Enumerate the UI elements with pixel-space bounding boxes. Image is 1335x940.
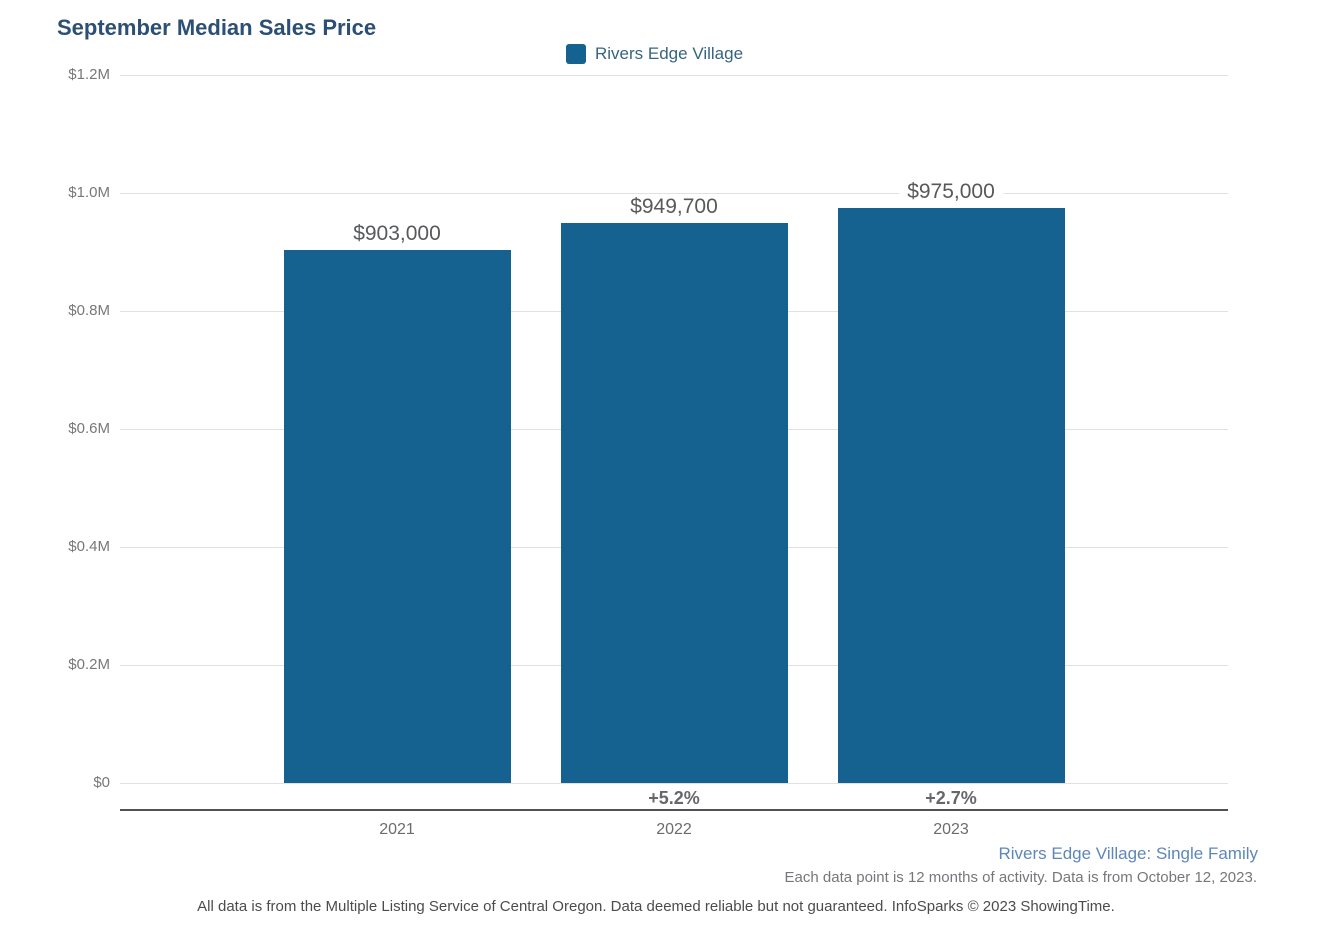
chart-title: September Median Sales Price — [57, 15, 377, 40]
legend-label: Rivers Edge Village — [595, 44, 744, 63]
pct-change-label: +2.7% — [925, 788, 977, 808]
pct-change-label: +5.2% — [648, 788, 700, 808]
bar-value-label: $949,700 — [622, 196, 726, 218]
x-axis-label: 2021 — [379, 821, 415, 838]
y-axis-label: $0.6M — [68, 420, 110, 437]
gridline — [120, 193, 1228, 194]
bar-2022[interactable] — [561, 223, 788, 783]
gridline — [120, 75, 1228, 76]
bar-2021[interactable] — [284, 250, 511, 783]
y-axis-label: $0.4M — [68, 538, 110, 555]
x-axis-label: 2023 — [933, 821, 969, 838]
footer-series-note: Rivers Edge Village: Single Family — [998, 844, 1258, 863]
footer-data-note: Each data point is 12 months of activity… — [784, 869, 1257, 886]
y-axis-label: $0.2M — [68, 656, 110, 673]
footer-disclaimer: All data is from the Multiple Listing Se… — [197, 898, 1115, 915]
legend-swatch-icon — [566, 44, 586, 64]
x-axis-line — [120, 809, 1228, 811]
bar-value-label: $975,000 — [899, 181, 1003, 203]
bar-2023[interactable] — [838, 208, 1065, 783]
bar-value-label: $903,000 — [345, 223, 449, 245]
y-axis-label: $0 — [93, 774, 110, 791]
y-axis-label: $1.2M — [68, 66, 110, 83]
legend: Rivers Edge Village — [566, 44, 743, 64]
y-axis-label: $1.0M — [68, 184, 110, 201]
gridline — [120, 783, 1228, 784]
x-axis-label: 2022 — [656, 821, 692, 838]
y-axis-label: $0.8M — [68, 302, 110, 319]
